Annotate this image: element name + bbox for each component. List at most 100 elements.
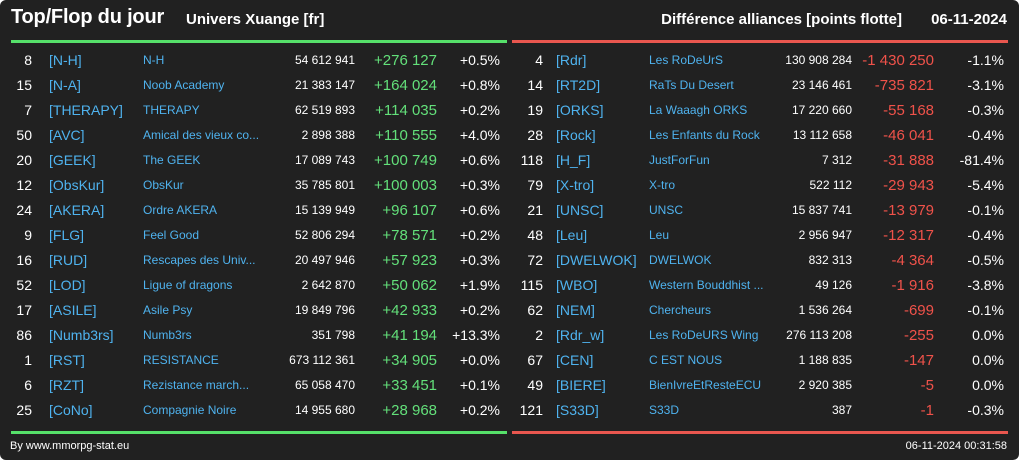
alliance-name-link[interactable]: UNSC	[649, 203, 684, 217]
alliance-tag-link[interactable]: [S33D]	[556, 402, 599, 418]
percent-change: +0.5%	[459, 52, 500, 68]
alliance-name-link[interactable]: DWELWOK	[649, 253, 712, 267]
alliance-rank: 79	[527, 177, 543, 193]
alliance-name-link[interactable]: Chercheurs	[649, 303, 712, 317]
table-row: 7 [THERAPY] THERAPY 62 519 893 +114 035 +0.2%	[8, 98, 508, 123]
alliance-tag-link[interactable]: [RT2D]	[556, 77, 601, 93]
alliance-name-link[interactable]: Compagnie Noire	[143, 403, 237, 417]
points-difference: -735 821	[874, 77, 934, 94]
alliance-name-link[interactable]: Ordre AKERA	[143, 203, 218, 217]
alliance-name-link[interactable]: C EST NOUS	[649, 353, 723, 367]
alliance-points: 387	[831, 403, 852, 417]
alliance-tag-link[interactable]: [WBO]	[556, 277, 598, 293]
points-difference: +42 933	[382, 302, 437, 319]
alliance-points: 52 806 294	[294, 228, 355, 242]
alliance-name-link[interactable]: Ligue of dragons	[143, 278, 233, 292]
points-difference: -1 430 250	[862, 52, 934, 69]
alliance-name-link[interactable]: RaTs Du Desert	[649, 78, 734, 92]
alliance-name-link[interactable]: ObsKur	[143, 178, 184, 192]
alliance-tag-link[interactable]: [RUD]	[49, 252, 88, 268]
alliance-points: 130 908 284	[785, 53, 852, 67]
alliance-name-link[interactable]: Les RoDeURS Wing	[649, 328, 759, 342]
alliance-name-link[interactable]: S33D	[649, 403, 680, 417]
alliance-name-link[interactable]: Numb3rs	[143, 328, 192, 342]
percent-change: 0.0%	[972, 352, 1004, 368]
alliance-rank: 25	[16, 402, 32, 418]
percent-change: +0.2%	[459, 102, 500, 118]
footer-credit-link[interactable]: By www.mmorpg-stat.eu	[10, 440, 130, 452]
alliance-tag-link[interactable]: [CEN]	[556, 352, 594, 368]
top-table: 8 [N-H] N-H 54 612 941 +276 127 +0.5% 15 [N-A] N…	[8, 48, 508, 423]
alliance-points: 2 898 388	[301, 128, 355, 142]
alliance-tag-link[interactable]: [CoNo]	[49, 402, 93, 418]
alliance-tag-link[interactable]: [AVC]	[49, 127, 85, 143]
alliance-tag-link[interactable]: [N-H]	[49, 52, 82, 68]
alliance-name-link[interactable]: The GEEK	[143, 153, 201, 167]
alliance-name-link[interactable]: Rezistance march...	[143, 378, 250, 392]
percent-change: +0.2%	[459, 402, 500, 418]
universe-subtitle: Univers Xuange [fr]	[186, 11, 325, 28]
percent-change: +0.6%	[459, 152, 500, 168]
percent-change: -0.3%	[967, 102, 1004, 118]
alliance-tag-link[interactable]: [GEEK]	[49, 152, 96, 168]
alliance-rank: 50	[16, 127, 32, 143]
alliance-points: 49 126	[815, 278, 852, 292]
points-difference: +110 555	[375, 127, 437, 144]
points-difference: +78 571	[382, 227, 437, 244]
alliance-tag-link[interactable]: [NEM]	[556, 302, 595, 318]
alliance-tag-link[interactable]: [ORKS]	[556, 102, 604, 118]
alliance-name-link[interactable]: Noob Academy	[143, 78, 225, 92]
alliance-tag-link[interactable]: [Rdr_w]	[556, 327, 605, 343]
points-difference: +28 968	[382, 402, 437, 419]
alliance-tag-link[interactable]: [Rdr]	[556, 52, 587, 68]
alliance-tag-link[interactable]: [FLG]	[49, 227, 85, 243]
alliance-name-link[interactable]: Rescapes des Univ...	[143, 253, 256, 267]
alliance-name-link[interactable]: Les RoDeUrS	[649, 53, 724, 67]
alliance-tag-link[interactable]: [BIERE]	[556, 377, 606, 393]
alliance-tag-link[interactable]: [ObsKur]	[49, 177, 105, 193]
points-difference: -4 364	[891, 252, 934, 269]
alliance-name-link[interactable]: Leu	[649, 228, 670, 242]
alliance-tag-link[interactable]: [UNSC]	[556, 202, 604, 218]
percent-change: -81.4%	[959, 152, 1004, 168]
alliance-tag-link[interactable]: [DWELWOK]	[556, 252, 637, 268]
difference-title: Différence alliances [points flotte]	[661, 11, 902, 28]
alliance-name-link[interactable]: JustForFun	[649, 153, 710, 167]
alliance-tag-link[interactable]: [RZT]	[49, 377, 84, 393]
table-row: 9 [FLG] Feel Good 52 806 294 +78 571 +0.2%	[8, 223, 508, 248]
alliance-tag-link[interactable]: [RST]	[49, 352, 85, 368]
alliance-tag-link[interactable]: [AKERA]	[49, 202, 105, 218]
alliance-tag-link[interactable]: [N-A]	[49, 77, 81, 93]
alliance-name-link[interactable]: Western Bouddhist ...	[649, 278, 764, 292]
table-row: 2 [Rdr_w] Les RoDeURS Wing 276 113 208 -255 0…	[512, 323, 1012, 348]
alliance-tag-link[interactable]: [ASILE]	[49, 302, 97, 318]
alliance-name-link[interactable]: RESISTANCE	[143, 353, 219, 367]
alliance-points: 21 383 147	[294, 78, 355, 92]
alliance-tag-link[interactable]: [THERAPY]	[49, 102, 123, 118]
points-difference: -5	[920, 377, 934, 394]
alliance-tag-link[interactable]: [Leu]	[556, 227, 588, 243]
alliance-points: 673 112 361	[289, 353, 355, 367]
table-row: 19 [ORKS] La Waaagh ORKS 17 220 660 -55 168 -…	[512, 98, 1012, 123]
alliance-name-link[interactable]: La Waaagh ORKS	[649, 103, 748, 117]
table-row: 86 [Numb3rs] Numb3rs 351 798 +41 194 +13.3%	[8, 323, 508, 348]
alliance-tag-link[interactable]: [Rock]	[556, 127, 596, 143]
alliance-name-link[interactable]: Feel Good	[143, 228, 200, 242]
alliance-tag-link[interactable]: [LOD]	[49, 277, 86, 293]
alliance-tag-link[interactable]: [X-tro]	[556, 177, 595, 193]
alliance-name-link[interactable]: BienIvreEtResteECU	[649, 378, 762, 392]
alliance-rank: 8	[24, 52, 32, 68]
percent-change: -1.1%	[967, 52, 1004, 68]
alliance-name-link[interactable]: Amical des vieux co...	[143, 128, 260, 142]
alliance-tag-link[interactable]: [Numb3rs]	[49, 327, 114, 343]
alliance-tag-link[interactable]: [H_F]	[556, 152, 591, 168]
alliance-name-link[interactable]: THERAPY	[143, 103, 200, 117]
alliance-points: 14 955 680	[294, 403, 355, 417]
alliance-name-link[interactable]: N-H	[143, 53, 165, 67]
alliance-name-link[interactable]: Asile Psy	[143, 303, 193, 317]
alliance-name-link[interactable]: Les Enfants du Rock	[649, 128, 760, 142]
table-row: 52 [LOD] Ligue of dragons 2 642 870 +50 062 +…	[8, 273, 508, 298]
table-row: 14 [RT2D] RaTs Du Desert 23 146 461 -735 821…	[512, 73, 1012, 98]
table-row: 28 [Rock] Les Enfants du Rock 13 112 658 -46…	[512, 123, 1012, 148]
alliance-name-link[interactable]: X-tro	[649, 178, 676, 192]
